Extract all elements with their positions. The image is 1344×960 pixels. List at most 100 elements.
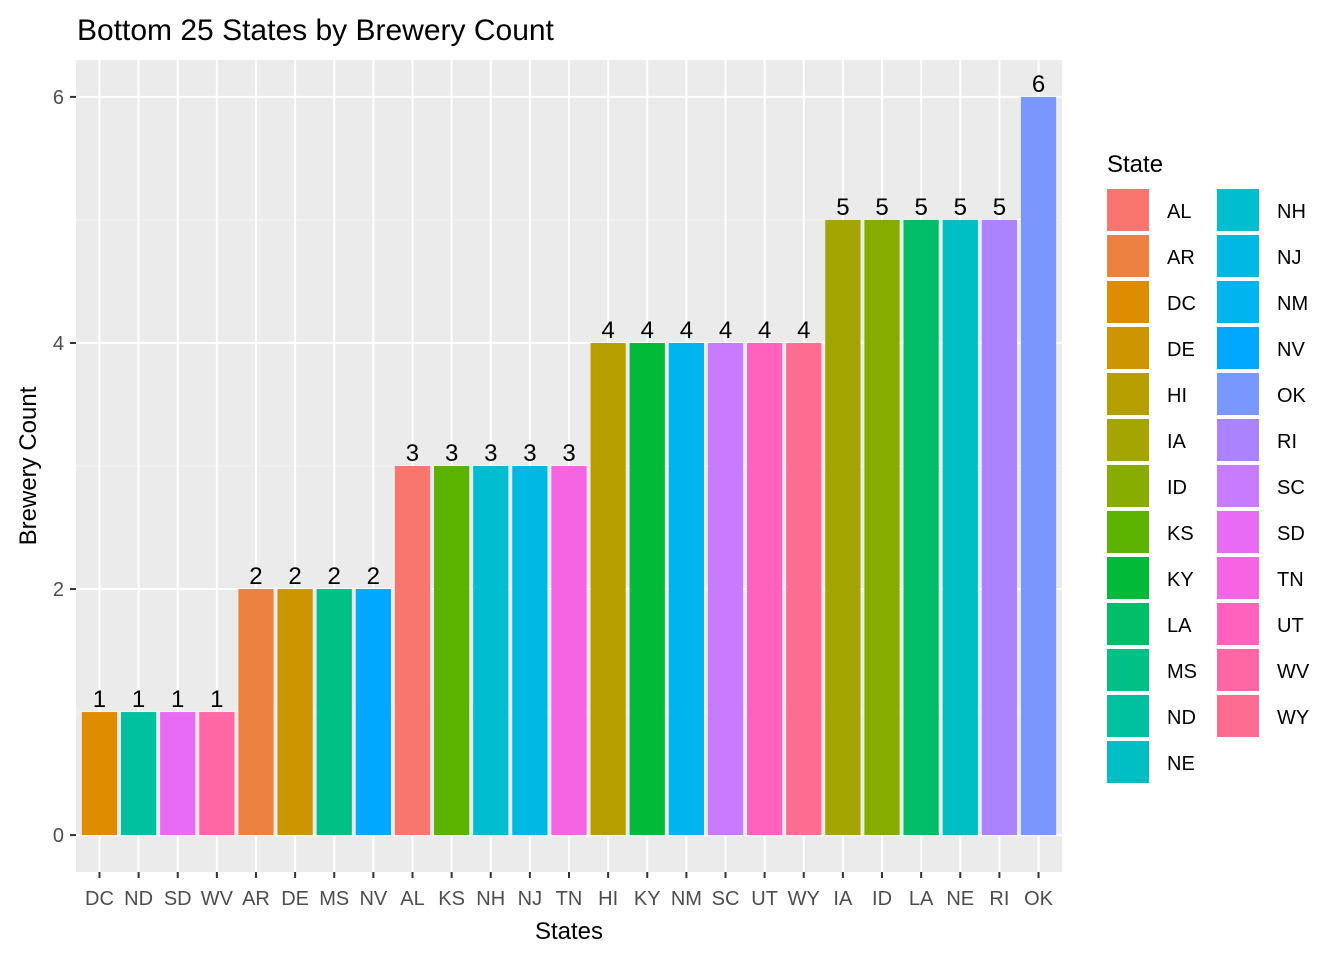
bar-value-label: 5 (993, 194, 1006, 221)
legend-label: SD (1277, 523, 1305, 545)
bar-value-label: 1 (93, 686, 106, 713)
x-tick-label: ID (872, 888, 892, 910)
x-tick-label: TN (556, 888, 583, 910)
x-tick-label: LA (909, 888, 934, 910)
x-tick-label: DE (281, 888, 309, 910)
bar-la (903, 219, 939, 836)
legend-key-hi (1107, 373, 1149, 415)
bar-value-label: 5 (836, 194, 849, 221)
bar-value-label: 4 (680, 317, 693, 344)
bar-hi (590, 342, 626, 836)
y-axis: 0 2 4 6 (53, 87, 76, 847)
bar-value-label: 5 (875, 194, 888, 221)
bar-value-label: 3 (523, 440, 536, 467)
y-tick-label: 0 (53, 825, 64, 847)
x-tick-label: WY (788, 888, 820, 910)
bar-ms (316, 589, 352, 836)
bar-value-label: 5 (914, 194, 927, 221)
legend-key-nv (1217, 327, 1259, 369)
bar-value-label: 4 (601, 317, 614, 344)
legend-key-wv (1217, 649, 1259, 691)
bar-value-label: 1 (210, 686, 223, 713)
legend-label: WY (1277, 707, 1309, 729)
legend-label: NM (1277, 293, 1308, 315)
legend-key-ks (1107, 511, 1149, 553)
x-tick-label: NH (476, 888, 505, 910)
legend-key-nh (1217, 189, 1259, 231)
x-tick-label: UT (751, 888, 778, 910)
bar-value-label: 1 (132, 686, 145, 713)
bar-value-label: 4 (719, 317, 732, 344)
legend-key-la (1107, 603, 1149, 645)
legend-key-al (1107, 189, 1149, 231)
x-tick-label: KS (438, 888, 465, 910)
bar-value-label: 3 (484, 440, 497, 467)
x-axis: DC ND SD WV AR DE MS NV AL KS NH NJ TN HI KY NM SC UT WY IA… (85, 872, 1054, 910)
bar-value-label: 3 (562, 440, 575, 467)
legend-key-id (1107, 465, 1149, 507)
legend-key-ia (1107, 419, 1149, 461)
legend-label: UT (1277, 615, 1304, 637)
legend-label: KS (1167, 523, 1194, 545)
bar-nh (473, 466, 509, 836)
bar-al (394, 466, 431, 836)
x-tick-label: KY (634, 888, 661, 910)
x-tick-label: NM (671, 888, 702, 910)
x-tick-label: AR (242, 888, 270, 910)
legend: State AL AR DC DE HI IA ID KS KY LA MS ND NE NH NJ NM NV… (1107, 151, 1310, 783)
x-tick-label: RI (989, 888, 1009, 910)
bar-wv (199, 712, 235, 836)
legend-label: AR (1167, 247, 1195, 269)
bar-value-label: 4 (641, 317, 654, 344)
legend-label: AL (1167, 201, 1191, 223)
legend-key-nd (1107, 695, 1149, 737)
legend-key-nm (1217, 281, 1259, 323)
legend-key-ut (1217, 603, 1259, 645)
bar-ky (629, 342, 665, 836)
bar-id (864, 219, 900, 836)
x-tick-label: MS (319, 888, 349, 910)
bar-sd (160, 712, 196, 836)
legend-label: ND (1167, 707, 1196, 729)
legend-key-dc (1107, 281, 1149, 323)
x-tick-label: IA (833, 888, 853, 910)
legend-label: ID (1167, 477, 1187, 499)
y-tick-label: 4 (53, 333, 64, 355)
y-tick-label: 2 (53, 579, 64, 601)
x-tick-label: DC (85, 888, 114, 910)
x-tick-label: ND (124, 888, 153, 910)
x-tick-label: AL (400, 888, 424, 910)
legend-key-ar (1107, 235, 1149, 277)
chart-title: Bottom 25 States by Brewery Count (77, 14, 555, 47)
bar-value-labels: 1 1 1 12 2 2 23 3 3 3 34 4 4 4 4 45 5 5 5 56 (93, 71, 1045, 713)
bar-value-label: 4 (758, 317, 771, 344)
legend-label: DC (1167, 293, 1196, 315)
bar-de (277, 589, 313, 836)
bar-value-label: 5 (954, 194, 967, 221)
legend-key-ne (1107, 741, 1149, 783)
bar-nd (120, 712, 157, 836)
x-tick-label: NE (946, 888, 974, 910)
bar-value-label: 2 (288, 563, 301, 590)
legend-label: WV (1277, 661, 1310, 683)
bar-nm (668, 342, 704, 836)
legend-key-sd (1217, 511, 1259, 553)
legend-key-de (1107, 327, 1149, 369)
bar-ri (981, 219, 1018, 836)
legend-key-tn (1217, 557, 1259, 599)
bar-ut (747, 342, 783, 836)
x-tick-label: WV (201, 888, 234, 910)
legend-label: MS (1167, 661, 1197, 683)
legend-key-wy (1217, 695, 1259, 737)
y-tick-label: 6 (53, 87, 64, 109)
y-axis-title: Brewery Count (15, 386, 42, 545)
bar-ok (1020, 96, 1057, 836)
legend-label: DE (1167, 339, 1195, 361)
bars (81, 96, 1057, 836)
bar-nj (512, 466, 548, 836)
bar-value-label: 2 (328, 563, 341, 590)
legend-title: State (1107, 151, 1163, 178)
x-tick-label: NV (359, 888, 387, 910)
bar-nv (355, 589, 391, 836)
